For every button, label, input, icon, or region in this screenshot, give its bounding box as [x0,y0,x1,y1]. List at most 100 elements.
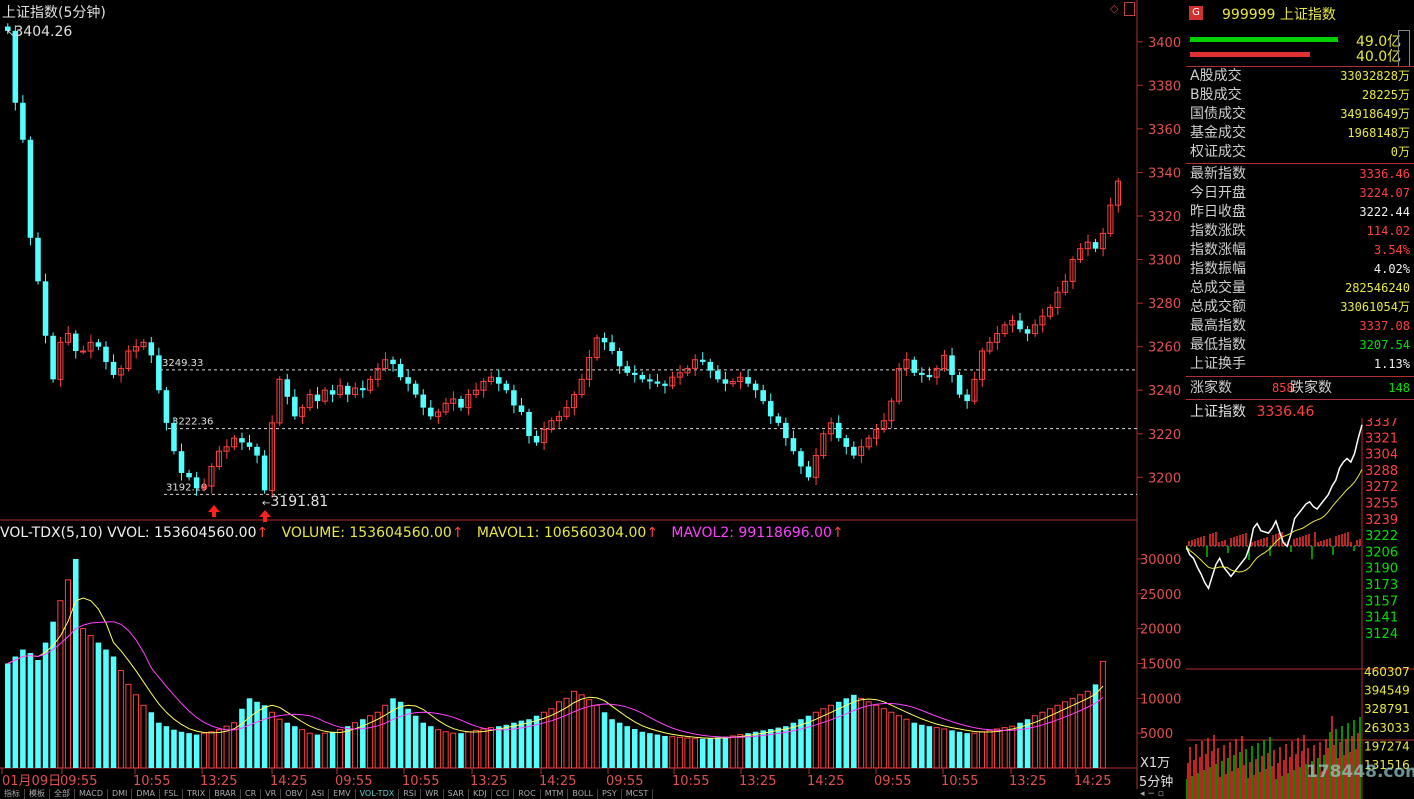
candle-body [631,372,638,375]
indicator-tab[interactable]: WR [421,789,444,799]
volume-bar [223,725,230,769]
candle-body [268,422,275,491]
indicator-tab[interactable]: CR [241,789,262,799]
candle-body [1107,204,1114,234]
indicator-tab[interactable]: EMV [329,789,356,799]
indicator-tab[interactable]: VR [261,789,282,799]
candle-body [193,477,200,489]
stat-row: 最新指数 3336.46 [1190,166,1410,182]
indicator-tab[interactable]: TRIX [183,789,211,799]
candle-body [435,411,442,417]
indicator-tab[interactable]: ROC [514,789,541,799]
indicator-tab[interactable]: 指标 [0,789,25,799]
time-tick-label: 09:55 [874,774,911,789]
time-tick-label: 09:55 [60,774,97,789]
indicator-name[interactable]: VOL-TDX(5,10) [0,525,103,541]
volume-bar [336,729,343,769]
indicator-tab[interactable]: CCI [492,789,515,799]
indicator-tab[interactable]: BOLL [568,789,598,799]
indicator-tab[interactable]: 全部 [50,789,75,799]
indicator-tab[interactable]: PSY [598,789,622,799]
mini-axis-label: 3321 [1365,431,1398,446]
candle-body [1092,242,1099,249]
volume-bar [35,659,41,768]
candle-body [895,367,902,402]
mini-vol-label: 131516 [1364,758,1410,772]
candle-body [798,451,804,467]
volume-bar [715,737,721,768]
candle-body [382,359,389,369]
candle-body [971,378,978,402]
candle-body [1046,306,1054,317]
volume-bar [117,669,124,769]
badge-icon: G [1189,6,1203,20]
candle-body [1039,315,1046,326]
volume-bars [5,558,1106,769]
indicator-tab[interactable]: BRAR [210,789,242,799]
diamond-icon[interactable]: ◇ [1110,2,1119,15]
volume-bar [254,701,260,768]
candle-body [472,389,479,396]
volume-bar [20,649,26,768]
mini-vol-label: 328791 [1364,702,1410,716]
volume-bar [911,722,918,768]
candle-body [27,139,34,238]
stat-row: 指数振幅 4.02% [1190,261,1410,277]
candle-body [586,357,593,380]
indicator-tab[interactable]: RSI [399,789,422,799]
indicator-tab[interactable]: 模板 [25,789,50,799]
volume-bar [458,733,464,768]
indicator-tab[interactable]: DMA [132,789,160,799]
candle-body [707,361,714,371]
volume-bar [64,579,71,769]
indicator-tab[interactable]: SAR [444,789,469,799]
volume-bar [526,719,532,768]
indicator-tab[interactable]: MTM [541,789,569,799]
volume-bar [382,704,389,769]
volume-bar [397,701,404,768]
volume-bar [1069,697,1076,769]
time-tick-label: 09:55 [335,774,372,789]
zoom-controls[interactable]: ◂ − ▫ [1140,789,1164,799]
indicator-tab[interactable]: OBV [281,789,308,799]
indicator-tab[interactable]: VOL-TDX [356,789,400,799]
volume-bar [367,715,374,769]
bar-bottom-value: 40.0亿 [1356,49,1402,65]
candle-body [783,422,789,439]
volume-bar [72,558,79,768]
candle-body [223,446,230,452]
volume-bar [390,698,396,768]
indicator-tab[interactable]: DMI [108,789,133,799]
indicator-tab[interactable]: KDJ [469,789,492,799]
candle-body [601,337,608,343]
candle-body [978,350,986,380]
volume-bar [80,628,87,769]
volume-bar [148,712,155,768]
candle-body [246,442,253,447]
volume-bar [496,726,502,768]
indicator-tab[interactable]: MCST [622,789,654,799]
volume-bar [919,724,925,768]
advance-decline: 涨家数 858 跌家数 148 [1190,380,1410,396]
bar-scroll-icon[interactable] [1398,30,1410,67]
scroll-icon[interactable] [1124,2,1135,16]
candle-body [533,435,540,443]
volume-bar [140,704,147,769]
volume-bar [548,708,555,769]
volume-bar [57,600,64,769]
indicator-tab[interactable]: MACD [75,789,108,799]
period-label[interactable]: 5分钟 [1139,775,1174,790]
candle-body [616,351,623,367]
stock-code-name: 999999 上证指数 [1222,7,1336,23]
volume-bar [699,738,706,768]
volume-bar [994,728,1001,769]
indicator-tab[interactable]: ASI [307,789,330,799]
volume-bar [472,729,479,769]
candle-body [156,355,162,391]
indicator-tab[interactable]: FSL [160,789,183,799]
candle-body [390,359,396,365]
candle-body [835,422,842,439]
time-tick-label: 10:55 [672,774,709,789]
candle-body [873,428,880,439]
volume-bar [563,697,570,769]
